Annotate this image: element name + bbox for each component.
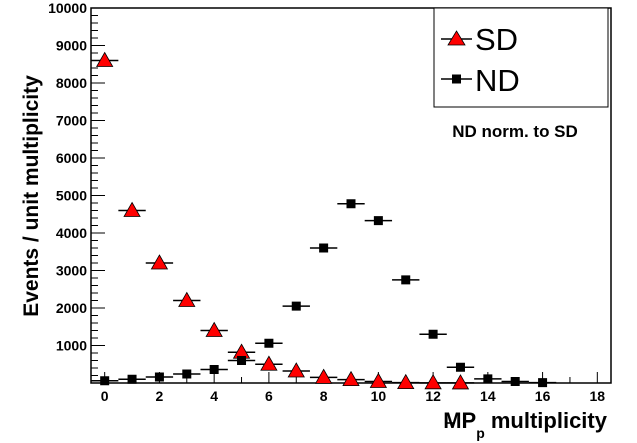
data-point-nd — [182, 369, 192, 379]
y-axis-label: Events / unit multiplicity — [20, 75, 43, 317]
data-point-nd — [100, 376, 110, 386]
data-series — [91, 51, 557, 390]
x-tick-label: 8 — [320, 388, 328, 404]
legend: SD ND — [433, 7, 609, 108]
data-point-nd — [455, 362, 465, 372]
data-point-nd — [428, 329, 438, 339]
data-point-sd — [150, 254, 169, 270]
x-tick-label: 14 — [480, 388, 496, 404]
series-sd — [91, 51, 475, 390]
legend-box — [433, 7, 609, 108]
y-tick-label: 4000 — [56, 225, 87, 241]
x-tick-label: 2 — [156, 388, 164, 404]
legend-nd-marker — [452, 74, 461, 84]
data-point-sd — [424, 374, 442, 390]
data-point-nd — [209, 365, 219, 374]
data-point-nd — [154, 372, 164, 382]
data-point-nd — [483, 374, 493, 384]
annotation: ND norm. to SD — [452, 122, 578, 141]
data-point-sd — [451, 374, 470, 390]
data-point-sd — [342, 370, 360, 387]
legend-sd-label: SD — [475, 22, 518, 57]
legend-sd-marker — [447, 30, 466, 46]
data-point-nd — [237, 356, 247, 365]
x-tick-label: 12 — [425, 388, 441, 404]
data-point-nd — [127, 374, 137, 384]
x-tick-label: 10 — [371, 388, 387, 404]
data-point-sd — [260, 355, 278, 371]
y-tick-label: 5000 — [56, 188, 87, 204]
data-point-sd — [397, 373, 415, 390]
y-tick-label: 2000 — [56, 300, 87, 316]
x-tick-label: 0 — [101, 388, 109, 404]
data-point-nd — [319, 243, 329, 253]
y-tick-label: 3000 — [56, 263, 87, 279]
x-tick-label: 6 — [265, 388, 273, 404]
y-axis: 1000 2000 3000 4000 5000 6000 7000 8000 9000 1000… — [48, 0, 105, 376]
legend-nd-label: ND — [475, 63, 520, 98]
series-nd — [91, 199, 557, 388]
y-tick-label: 8000 — [56, 75, 87, 91]
data-point-nd — [346, 199, 356, 209]
data-point-nd — [264, 338, 274, 348]
x-axis-label: MPp multiplicity — [443, 408, 608, 441]
data-point-nd — [538, 378, 548, 388]
data-point-sd — [287, 362, 305, 378]
x-tick-label: 4 — [210, 388, 218, 404]
data-point-sd — [205, 321, 223, 337]
x-tick-label: 16 — [535, 388, 551, 404]
data-point-nd — [373, 216, 383, 226]
y-tick-label: 10000 — [48, 0, 87, 16]
data-point-nd — [401, 275, 411, 285]
data-point-sd — [123, 201, 141, 217]
y-tick-label: 7000 — [56, 113, 87, 129]
data-point-nd — [510, 377, 520, 386]
x-tick-label: 18 — [590, 388, 606, 404]
y-tick-label: 6000 — [56, 150, 87, 166]
data-point-nd — [291, 301, 301, 311]
data-point-sd — [178, 291, 196, 307]
data-point-sd — [95, 51, 114, 67]
data-point-sd — [314, 368, 333, 384]
data-point-sd — [369, 372, 388, 388]
y-tick-label: 1000 — [56, 338, 87, 354]
y-tick-label: 9000 — [56, 38, 87, 54]
